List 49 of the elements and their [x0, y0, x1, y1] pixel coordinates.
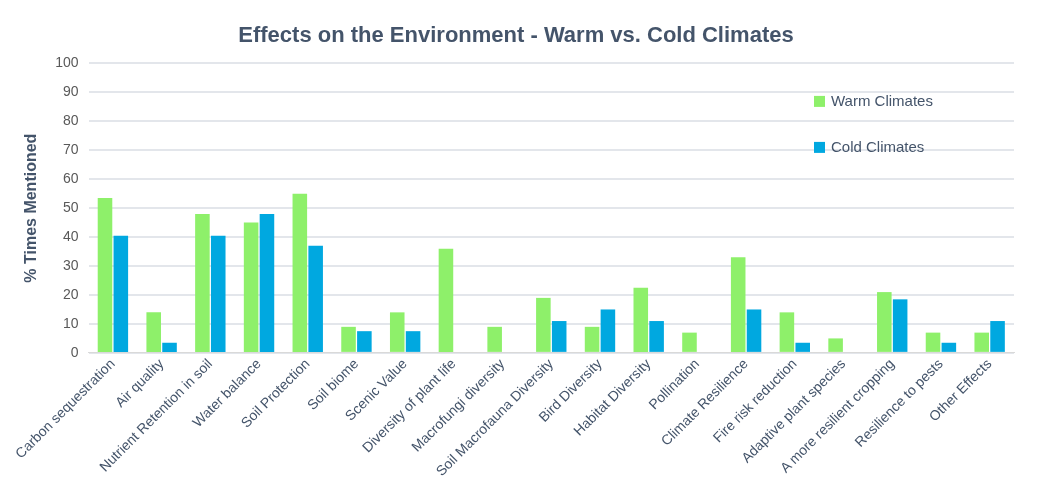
bar — [536, 297, 551, 352]
bar — [682, 332, 697, 352]
y-tick-label: 50 — [62, 199, 79, 215]
bar — [990, 321, 1005, 352]
bar — [405, 331, 421, 352]
bar — [779, 312, 795, 352]
bar — [730, 257, 746, 352]
y-tick-label: 70 — [62, 141, 79, 158]
y-tick-label: 0 — [70, 343, 79, 360]
bar — [113, 235, 129, 352]
y-tick-label: 100 — [55, 54, 79, 71]
bar — [974, 332, 990, 352]
bar — [389, 312, 405, 352]
bar — [892, 299, 908, 352]
bar — [600, 309, 616, 352]
bar — [438, 248, 454, 352]
bar — [146, 312, 161, 352]
chart-title: Effects on the Environment - Warm vs. Cold Climates — [238, 22, 794, 48]
y-tick-label: 30 — [62, 256, 79, 273]
bar — [259, 213, 275, 352]
bar — [877, 292, 892, 352]
bar — [551, 321, 567, 352]
bar — [746, 309, 762, 352]
y-tick-label: 10 — [62, 314, 79, 331]
bar — [292, 193, 308, 352]
bar — [308, 245, 323, 352]
y-tick-label: 40 — [62, 227, 79, 244]
bar — [828, 338, 843, 352]
y-tick-label: 80 — [62, 112, 79, 129]
bar — [633, 287, 649, 352]
bar — [195, 213, 210, 352]
bar — [584, 326, 600, 352]
bar — [795, 342, 811, 352]
bar — [341, 326, 356, 352]
bar — [243, 222, 259, 352]
bar — [97, 198, 113, 352]
y-tick-label: 60 — [62, 170, 79, 187]
bar — [925, 332, 941, 352]
bar — [487, 326, 502, 352]
legend-label: Cold Climates — [831, 137, 925, 155]
legend-label: Warm Climates — [831, 91, 933, 109]
bar — [357, 331, 372, 352]
bar — [649, 321, 664, 352]
bar — [941, 342, 957, 352]
y-tick-label: 20 — [62, 285, 79, 302]
y-tick-label: 90 — [62, 83, 79, 100]
y-axis-title: % Times Mentioned — [22, 133, 40, 283]
bar — [210, 235, 226, 352]
bar — [162, 342, 177, 352]
